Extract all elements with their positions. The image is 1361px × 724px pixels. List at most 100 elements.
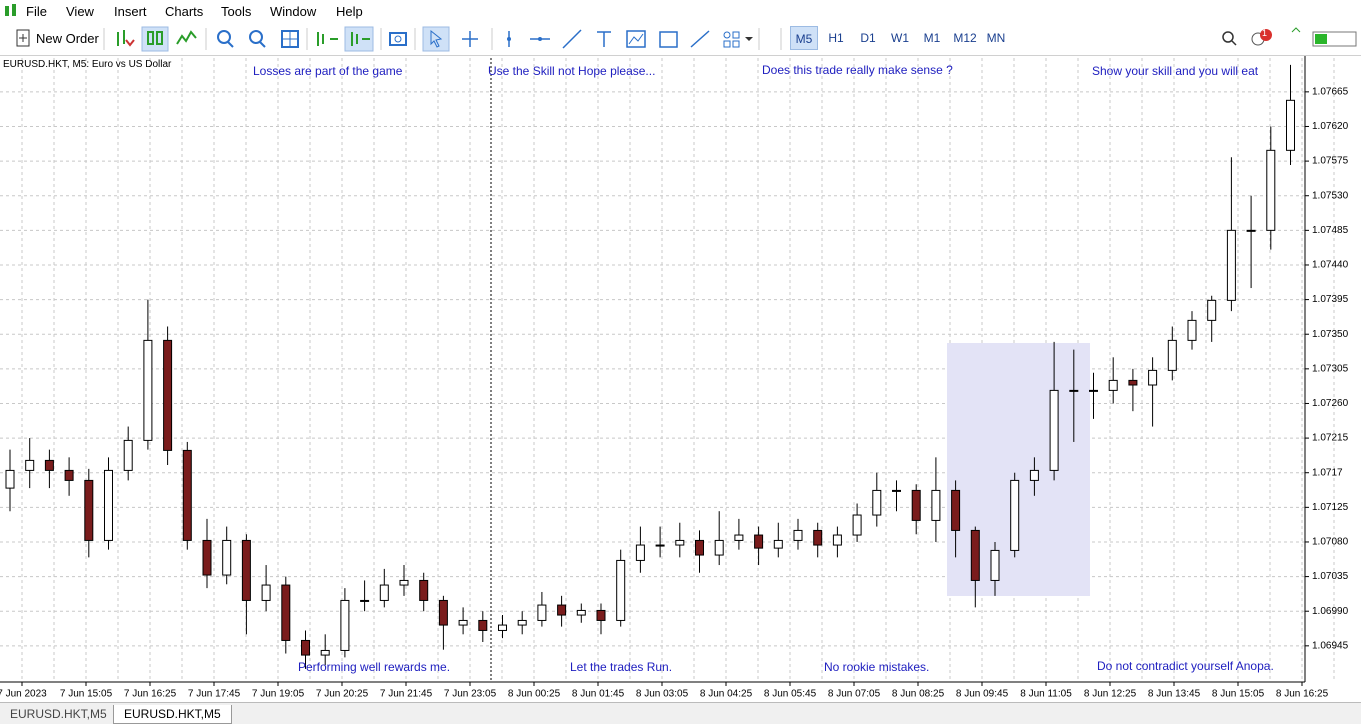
candle-body xyxy=(616,559,626,621)
app-icon xyxy=(5,4,16,16)
candle-body xyxy=(281,584,291,641)
highlight-rectangle xyxy=(947,343,1090,596)
candle-body xyxy=(1207,299,1217,321)
timeframe-button[interactable]: D1 xyxy=(860,31,876,45)
x-tick-label: 8 Jun 04:25 xyxy=(700,689,753,700)
y-tick-label: 1.07305 xyxy=(1312,363,1349,374)
candle-body xyxy=(1246,229,1256,232)
candle-body xyxy=(25,459,35,471)
candle-body xyxy=(163,339,173,451)
chart: EURUSD.HKT, M5: Euro vs US Dollar 7 Jun … xyxy=(0,56,1361,702)
chart-background xyxy=(0,56,1361,702)
candle-body xyxy=(596,609,606,621)
candle-body xyxy=(222,539,232,576)
candle-body xyxy=(379,584,389,601)
x-tick-label: 8 Jun 05:45 xyxy=(764,689,817,700)
x-tick-label: 7 Jun 17:45 xyxy=(188,689,241,700)
candle-body xyxy=(1010,479,1020,551)
candle-body xyxy=(301,639,310,656)
candle-body xyxy=(990,549,1000,581)
candle-body xyxy=(1266,149,1276,231)
candle-body xyxy=(931,489,941,521)
candle-body xyxy=(1226,229,1236,301)
y-tick-label: 1.07530 xyxy=(1312,190,1349,201)
new-order-button[interactable]: New Order xyxy=(36,31,99,46)
x-tick-label: 8 Jun 12:25 xyxy=(1084,689,1137,700)
menu-item[interactable]: Charts xyxy=(165,4,204,19)
candle-body xyxy=(1286,99,1295,151)
text-annotation: Losses are part of the game xyxy=(253,64,403,78)
candle-body xyxy=(1167,339,1177,371)
candle-body xyxy=(635,544,645,561)
candle-body xyxy=(1069,389,1079,392)
chart-title: EURUSD.HKT, M5: Euro vs US Dollar xyxy=(3,59,172,70)
text-annotation: No rookie mistakes. xyxy=(824,660,929,674)
y-tick-label: 1.07620 xyxy=(1312,121,1349,132)
candle-body xyxy=(576,609,586,616)
candle-body xyxy=(714,539,724,556)
menu-item[interactable]: Help xyxy=(336,4,363,19)
y-tick-label: 1.06945 xyxy=(1312,640,1349,651)
notification-count: 1 xyxy=(1262,28,1268,38)
timeframe-button[interactable]: M5 xyxy=(790,26,818,50)
x-tick-label: 8 Jun 09:45 xyxy=(956,689,1009,700)
y-tick-label: 1.07080 xyxy=(1312,537,1349,548)
x-tick-label: 8 Jun 15:05 xyxy=(1212,689,1265,700)
candle-body xyxy=(951,489,961,531)
x-tick-label: 8 Jun 07:05 xyxy=(828,689,881,700)
y-tick-label: 1.07485 xyxy=(1312,225,1349,236)
x-tick-label: 7 Jun 2023 xyxy=(0,689,47,700)
candle-body xyxy=(793,529,803,541)
menu-item[interactable]: Tools xyxy=(221,4,252,19)
x-tick-label: 7 Jun 20:25 xyxy=(316,689,369,700)
candle-body xyxy=(1029,469,1039,481)
candle-body xyxy=(498,624,507,631)
x-tick-label: 7 Jun 21:45 xyxy=(380,689,433,700)
candle-body xyxy=(537,604,547,621)
candle-body xyxy=(695,539,704,556)
candle-body xyxy=(754,534,764,549)
text-annotation: Does this trade really make sense ? xyxy=(762,63,953,77)
y-tick-label: 1.07665 xyxy=(1312,86,1349,97)
candle-body xyxy=(64,469,74,481)
chart-tab[interactable]: EURUSD.HKT,M5 xyxy=(10,707,107,721)
candle-body xyxy=(202,539,212,576)
menu-item[interactable]: View xyxy=(66,4,94,19)
candle-body xyxy=(143,339,153,441)
timeframe-button[interactable]: M12 xyxy=(953,31,977,45)
candle-body xyxy=(104,469,113,541)
candle-body xyxy=(360,599,370,602)
timeframe-button[interactable]: H1 xyxy=(828,31,844,45)
text-annotation: Use the Skill not Hope please... xyxy=(488,64,655,78)
toolbar: New Order 1 M5 H1 D1 W1 M1 M12 MN xyxy=(0,22,1361,56)
candle-body xyxy=(340,599,350,651)
timeframe-button[interactable]: M1 xyxy=(923,31,941,45)
y-tick-label: 1.07125 xyxy=(1312,502,1349,513)
candle-body xyxy=(832,534,842,546)
candle-body xyxy=(5,469,15,489)
menu-item[interactable]: File xyxy=(26,4,47,19)
candle-body xyxy=(517,619,527,626)
candle-body xyxy=(970,529,980,581)
candle-body xyxy=(438,599,448,626)
candle-body xyxy=(399,579,409,586)
menu-item[interactable]: Window xyxy=(270,4,317,19)
candle-body xyxy=(84,479,94,541)
candle-body xyxy=(261,584,271,601)
y-tick-label: 1.0717 xyxy=(1312,467,1343,478)
candle-body xyxy=(911,489,921,521)
x-tick-label: 7 Jun 16:25 xyxy=(124,689,177,700)
chart-tab[interactable]: EURUSD.HKT,M5 xyxy=(113,705,232,724)
candle-body xyxy=(852,514,862,536)
candle-body xyxy=(1049,389,1059,471)
candle-body xyxy=(813,529,823,546)
timeframe-button[interactable]: MN xyxy=(986,31,1006,45)
tab-bar: EURUSD.HKT,M5 EURUSD.HKT,M5 xyxy=(0,702,1361,724)
candle-body xyxy=(419,579,429,601)
candle-body xyxy=(478,619,488,631)
timeframe-button[interactable]: W1 xyxy=(891,31,909,45)
menu-item[interactable]: Insert xyxy=(114,4,147,19)
y-tick-label: 1.07350 xyxy=(1312,329,1349,340)
menu-bar: File View Insert Charts Tools Window Help xyxy=(0,0,1361,22)
